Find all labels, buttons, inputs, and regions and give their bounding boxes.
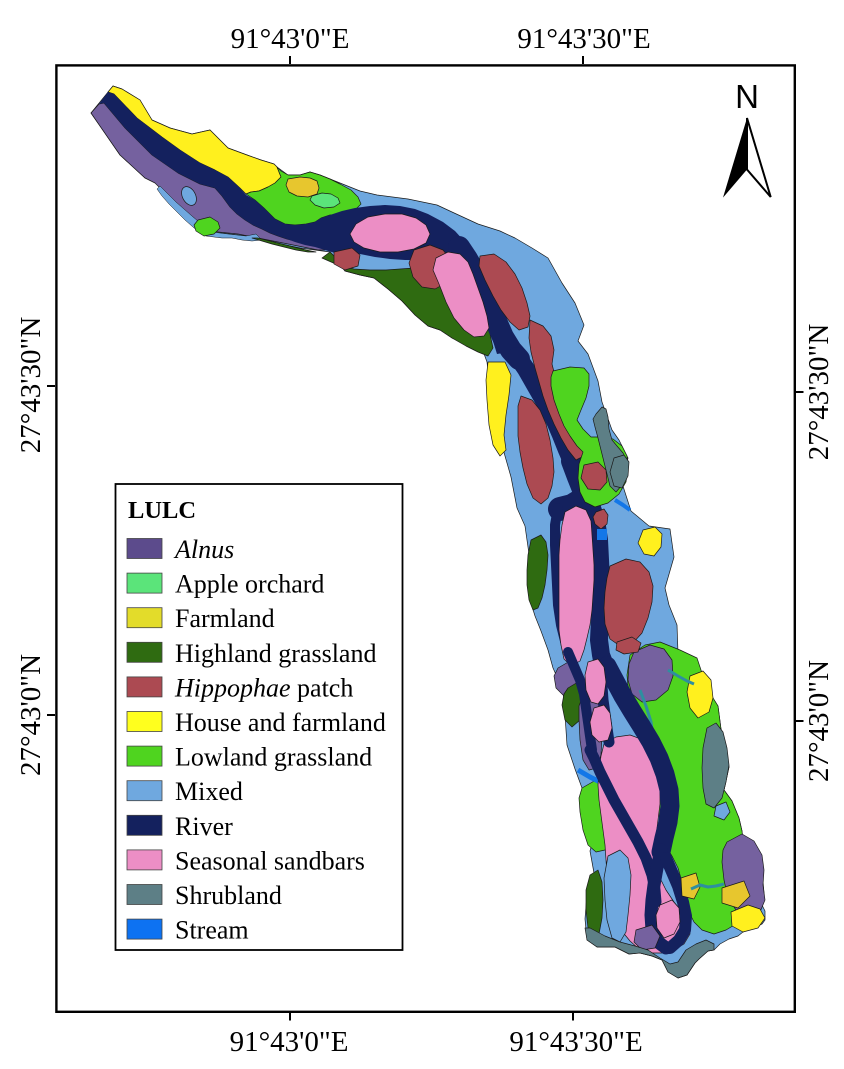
svg-text:LULC: LULC bbox=[128, 497, 196, 524]
svg-text:Mixed: Mixed bbox=[175, 777, 243, 806]
svg-text:Alnus: Alnus bbox=[173, 535, 234, 564]
svg-text:Apple orchard: Apple orchard bbox=[175, 570, 324, 599]
svg-text:91°43'30"E: 91°43'30"E bbox=[517, 23, 650, 55]
svg-text:27°43'30"N: 27°43'30"N bbox=[15, 317, 47, 454]
svg-text:Seasonal sandbars: Seasonal sandbars bbox=[175, 846, 365, 875]
svg-text:91°43'0"E: 91°43'0"E bbox=[230, 1026, 349, 1058]
svg-text:Farmland: Farmland bbox=[175, 604, 275, 633]
svg-text:27°43'30"N: 27°43'30"N bbox=[803, 324, 835, 461]
svg-text:Lowland grassland: Lowland grassland bbox=[175, 743, 372, 772]
svg-text:91°43'30"E: 91°43'30"E bbox=[509, 1026, 642, 1058]
svg-text:27°43'0"N: 27°43'0"N bbox=[803, 660, 835, 782]
svg-text:N: N bbox=[735, 78, 759, 115]
svg-text:River: River bbox=[175, 812, 233, 841]
svg-text:Shrubland: Shrubland bbox=[175, 881, 282, 910]
svg-text:27°43'0"N: 27°43'0"N bbox=[15, 654, 47, 776]
svg-text:91°43'0"E: 91°43'0"E bbox=[231, 23, 350, 55]
svg-text:Stream: Stream bbox=[175, 916, 249, 945]
svg-text:House and farmland: House and farmland bbox=[175, 708, 386, 737]
svg-text:Highland grassland: Highland grassland bbox=[175, 639, 376, 668]
svg-text:Hippophae patch: Hippophae patch bbox=[174, 673, 353, 702]
